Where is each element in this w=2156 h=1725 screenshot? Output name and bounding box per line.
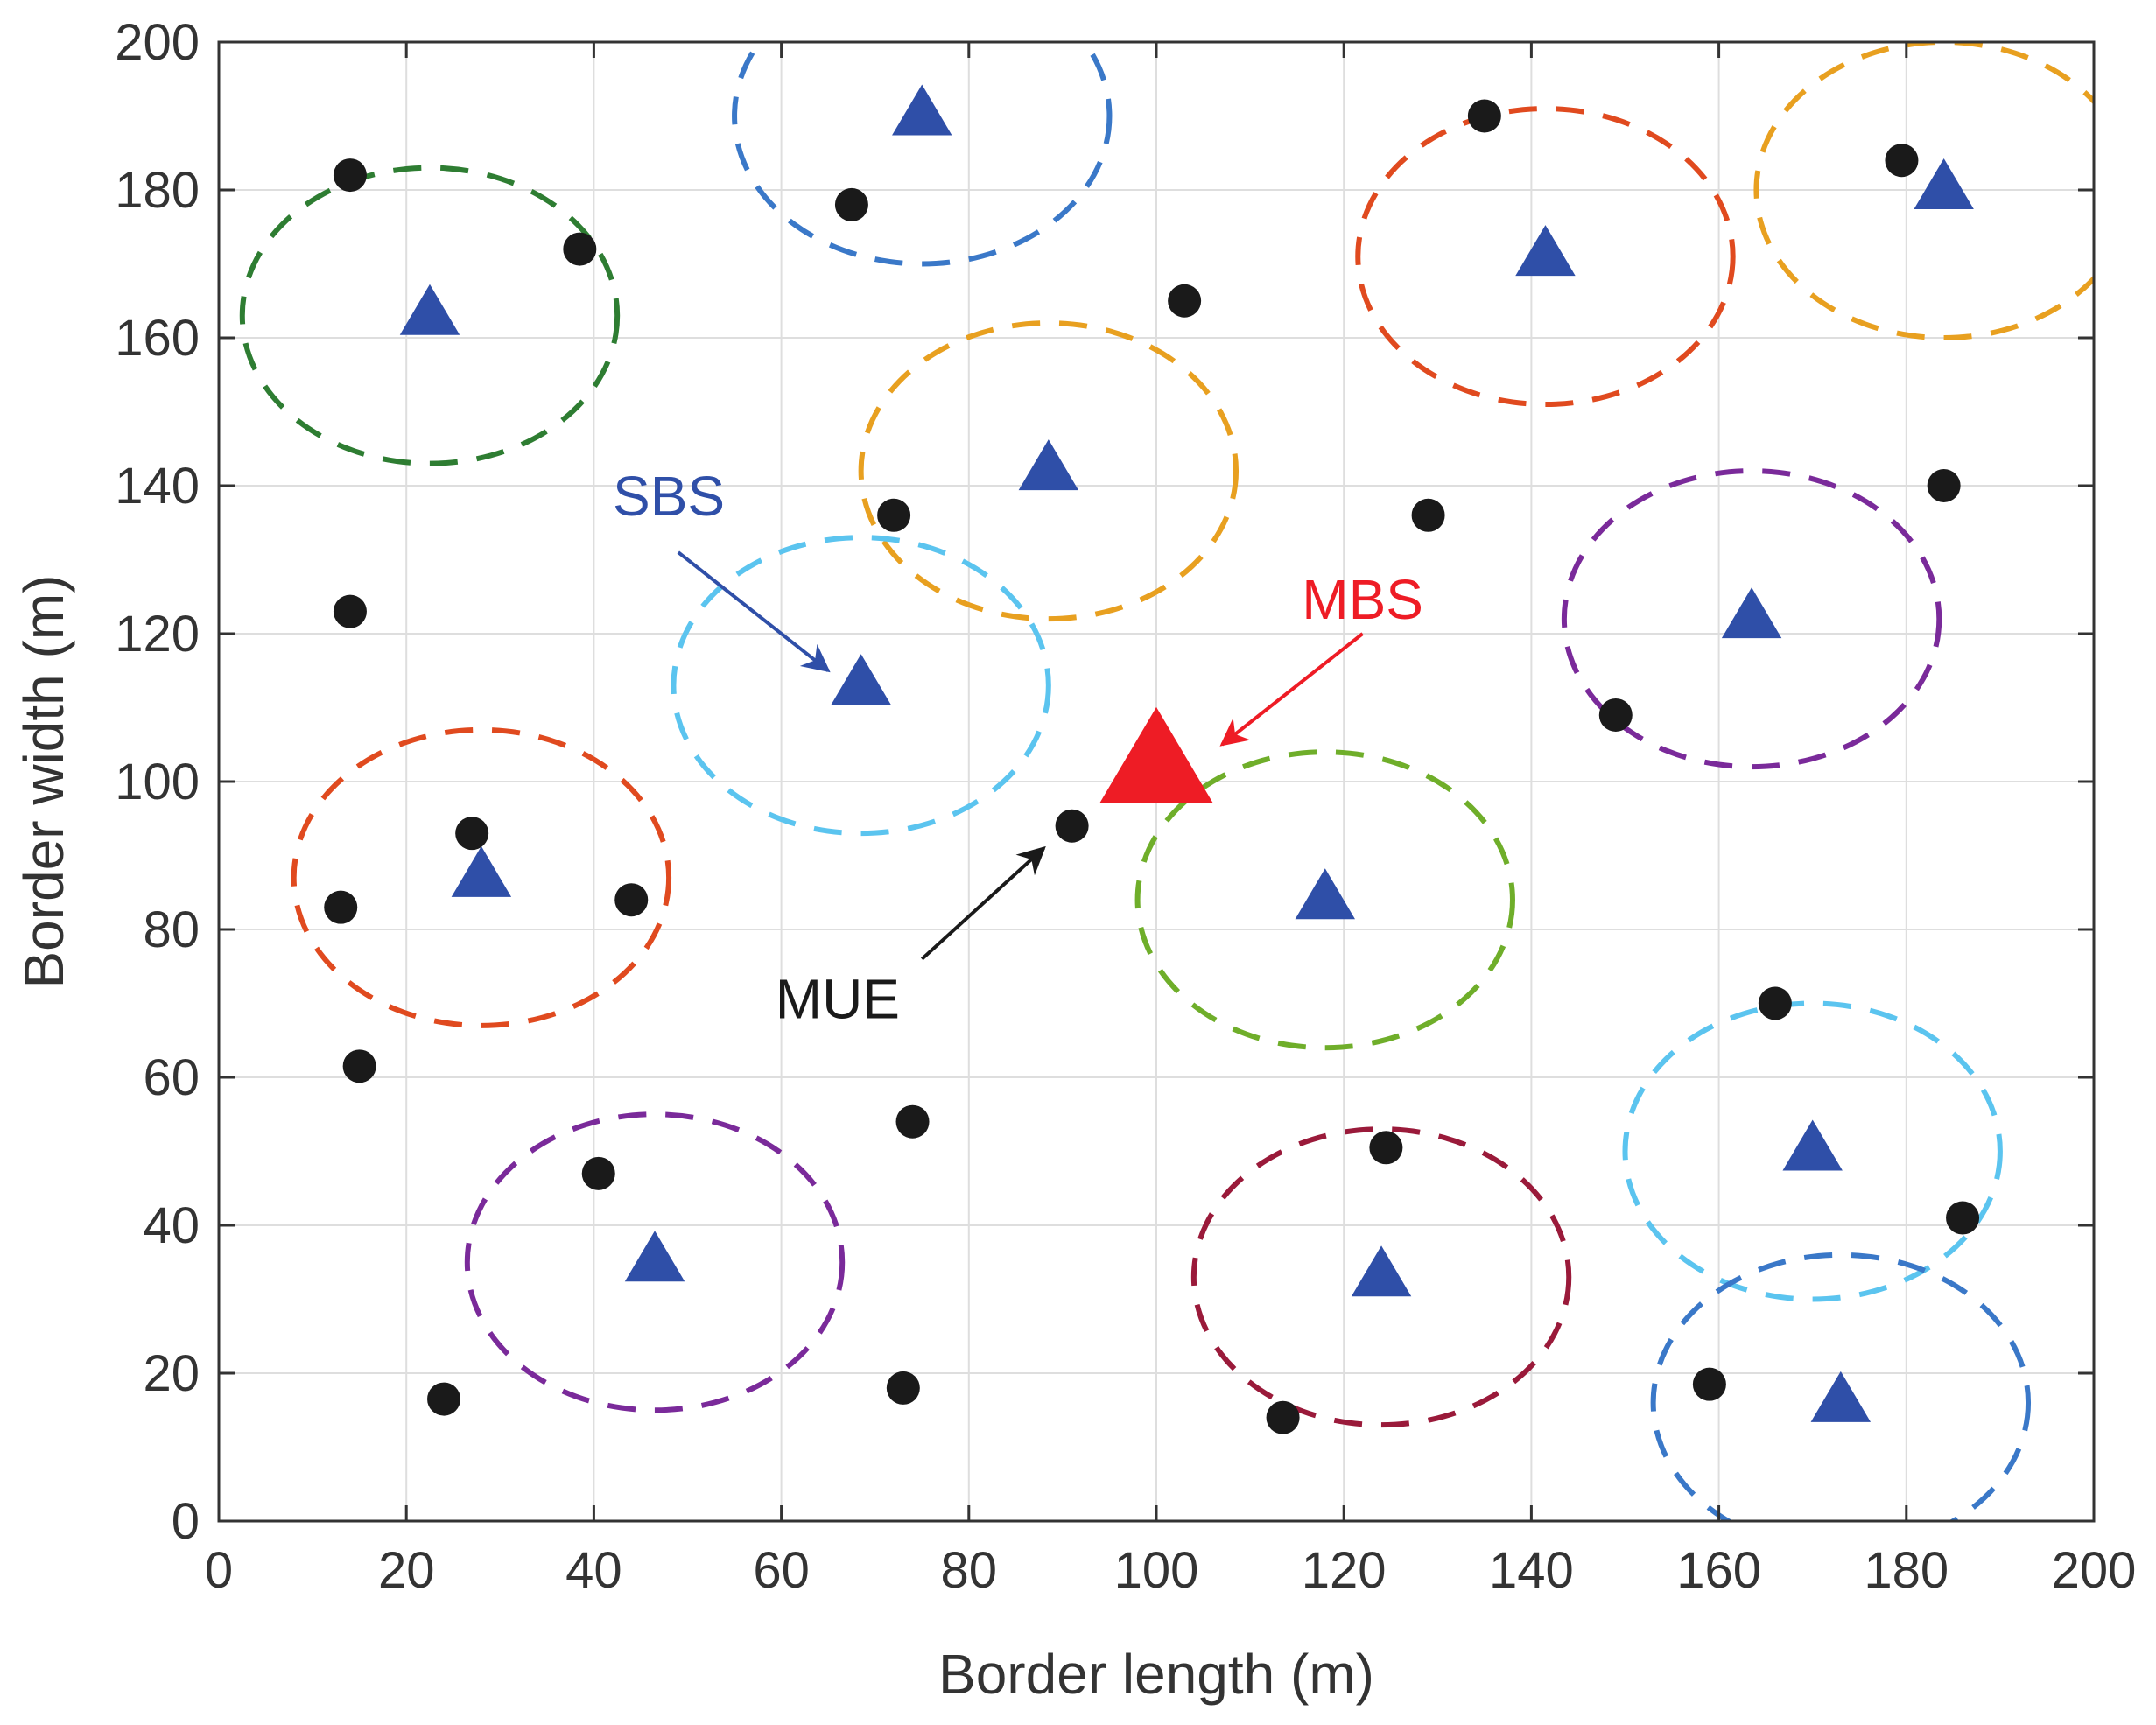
- sbs-coverage-circle: [1753, 42, 2094, 340]
- y-axis-label: Border width (m): [12, 575, 75, 989]
- mue-point: [1598, 698, 1633, 732]
- y-tick-label: 40: [143, 1197, 200, 1254]
- y-tick-label: 160: [115, 310, 200, 367]
- axis-ticks: 0 20 40 60 80 100 120 140 160 180 200 0 20 40 60 80 100 1…: [115, 14, 2136, 1599]
- x-tick-label: 200: [2052, 1542, 2137, 1599]
- mue-point: [1927, 469, 1961, 502]
- mue-point: [614, 883, 649, 917]
- mue-point: [333, 594, 367, 628]
- sbs-coverage-circle: [1355, 106, 1736, 408]
- y-tick-label: 0: [172, 1493, 200, 1550]
- y-tick-label: 200: [115, 14, 200, 71]
- sbs-coverage-circle: [464, 1111, 846, 1413]
- y-tick-label: 60: [143, 1049, 200, 1106]
- x-tick-label: 100: [1114, 1542, 1199, 1599]
- y-tick-label: 120: [115, 606, 200, 663]
- y-tick-label: 180: [115, 162, 200, 219]
- mue-point: [1692, 1367, 1726, 1401]
- x-tick-label: 20: [378, 1542, 435, 1599]
- sbs-marker: [399, 284, 460, 335]
- x-tick-label: 140: [1489, 1542, 1574, 1599]
- mue-point: [1055, 809, 1089, 843]
- mue-point: [324, 890, 358, 924]
- mue-point: [563, 232, 597, 266]
- mue-point: [1758, 986, 1792, 1020]
- sbs-coverage-circle: [239, 165, 621, 466]
- y-tick-label: 80: [143, 901, 200, 958]
- y-tick-label: 100: [115, 754, 200, 810]
- annotation-arrow: [920, 845, 1046, 961]
- sbs-marker: [1018, 439, 1079, 491]
- sbs-marker: [1295, 868, 1355, 920]
- sbs-marker: [1721, 587, 1782, 639]
- sbs-marker: [451, 845, 512, 897]
- annotations: SBS MBS MUE: [613, 465, 1423, 1031]
- x-tick-label: 180: [1864, 1542, 1949, 1599]
- sbs-coverage-circle: [1650, 1252, 2031, 1521]
- y-tick-label: 140: [115, 458, 200, 515]
- markers: [324, 84, 1980, 1434]
- x-tick-label: 60: [753, 1542, 810, 1599]
- mue-point: [895, 1104, 930, 1139]
- mue-point: [1946, 1201, 1980, 1235]
- sbs-coverage-circle: [732, 42, 1113, 267]
- sbs-coverage-circle: [1134, 749, 1515, 1051]
- mue-point: [1467, 99, 1501, 133]
- sbs-marker: [892, 84, 952, 136]
- mue-point: [1266, 1400, 1300, 1434]
- sbs-coverage-circle: [1190, 1126, 1572, 1428]
- x-tick-label: 40: [565, 1542, 622, 1599]
- annotation-label-sbs: SBS: [613, 465, 725, 528]
- mue-point: [886, 1371, 920, 1405]
- y-tick-label: 20: [143, 1345, 200, 1402]
- x-tick-label: 80: [941, 1542, 998, 1599]
- mue-point: [1369, 1131, 1403, 1165]
- sbs-marker: [831, 654, 891, 705]
- mbs-marker: [1099, 706, 1213, 803]
- sbs-coverage-circle: [1622, 1000, 2003, 1302]
- mue-point: [1411, 498, 1445, 532]
- mue-point: [455, 817, 489, 851]
- x-axis-label: Border length (m): [938, 1643, 1374, 1706]
- x-tick-label: 120: [1302, 1542, 1387, 1599]
- annotation-label-mbs: MBS: [1302, 568, 1423, 631]
- sbs-marker: [624, 1231, 685, 1282]
- sbs-marker: [1515, 225, 1576, 277]
- sbs-marker: [1351, 1245, 1412, 1297]
- mue-point: [877, 498, 911, 532]
- mue-point: [342, 1049, 376, 1083]
- sbs-marker: [1914, 158, 1974, 210]
- sbs-marker: [1782, 1119, 1843, 1171]
- mue-point: [1168, 284, 1202, 318]
- sbs-coverage-circle: [291, 726, 672, 1028]
- mue-point: [834, 187, 868, 221]
- annotation-arrow: [677, 550, 831, 673]
- sbs-coverage-circle: [1561, 468, 1942, 770]
- sbs-marker: [1810, 1371, 1872, 1422]
- mue-point: [581, 1156, 615, 1190]
- mue-point: [333, 158, 367, 193]
- x-tick-label: 160: [1676, 1542, 1761, 1599]
- coverage-areas: [239, 42, 2094, 1521]
- sbs-coverage-circle: [858, 320, 1240, 622]
- annotation-arrow: [1219, 632, 1364, 747]
- annotation-label-mue: MUE: [776, 967, 900, 1030]
- sbs-coverage-circle: [671, 535, 1051, 837]
- x-tick-label: 0: [205, 1542, 233, 1599]
- mue-point: [1885, 144, 1919, 178]
- mue-point: [427, 1382, 461, 1416]
